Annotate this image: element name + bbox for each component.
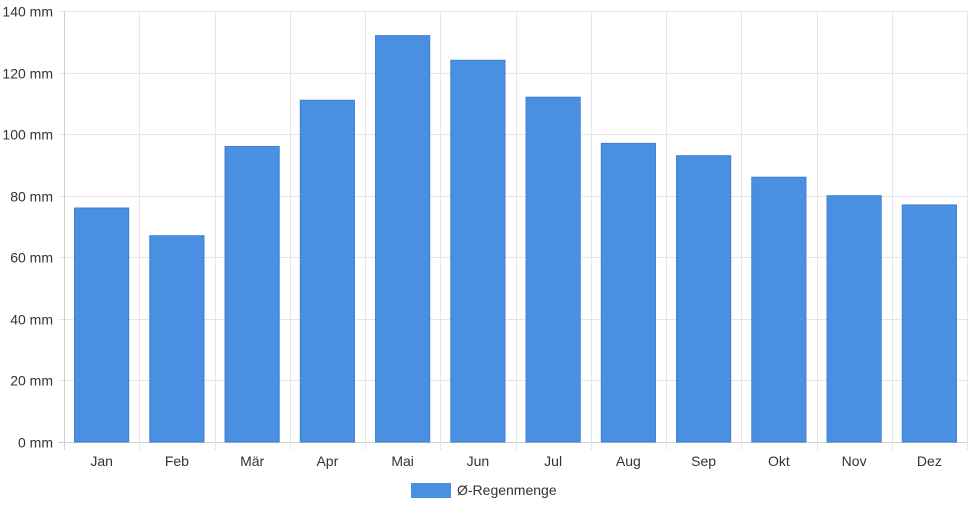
x-tick-label: Aug: [616, 453, 641, 469]
bar-aug[interactable]: [600, 142, 656, 443]
bar-jul[interactable]: [525, 96, 581, 443]
axis-layer: 0 mm 20 mm 40 mm 60 mm 80 mm 100 mm 120 mm 140 …: [2, 4, 941, 470]
x-tick-label: Apr: [316, 453, 338, 469]
y-tick-label: 60 mm: [10, 250, 53, 266]
bar-apr[interactable]: [299, 99, 355, 443]
x-tick-label: Nov: [842, 453, 867, 469]
legend-swatch[interactable]: [411, 483, 451, 498]
legend[interactable]: Ø-Regenmenge: [411, 482, 557, 498]
y-tick-label: 100 mm: [2, 127, 53, 143]
x-tick-label: Jul: [544, 453, 562, 469]
legend-label[interactable]: Ø-Regenmenge: [457, 482, 557, 498]
x-tick-label: Mai: [391, 453, 414, 469]
x-tick-label: Dez: [917, 453, 942, 469]
x-tick-label: Okt: [768, 453, 790, 469]
y-tick-label: 80 mm: [10, 189, 53, 205]
bar-okt[interactable]: [751, 176, 807, 443]
y-tick-label: 40 mm: [10, 312, 53, 328]
bar-dez[interactable]: [901, 204, 957, 443]
x-tick-label: Mär: [240, 453, 264, 469]
grid-layer: [58, 11, 968, 450]
bar-jun[interactable]: [450, 59, 506, 443]
x-tick-label: Sep: [691, 453, 716, 469]
bar-mär[interactable]: [224, 145, 280, 443]
x-tick-label: Jun: [467, 453, 490, 469]
bar-mai[interactable]: [375, 35, 431, 443]
x-tick-label: Feb: [165, 453, 189, 469]
bars-layer: [74, 35, 957, 443]
bar-jan[interactable]: [74, 207, 130, 443]
y-tick-label: 0 mm: [18, 435, 53, 451]
y-tick-label: 20 mm: [10, 373, 53, 389]
y-tick-label: 120 mm: [2, 66, 53, 82]
x-tick-label: Jan: [90, 453, 113, 469]
bar-nov[interactable]: [826, 195, 882, 443]
bar-feb[interactable]: [149, 235, 205, 443]
bar-sep[interactable]: [676, 155, 732, 443]
y-tick-label: 140 mm: [2, 4, 53, 20]
